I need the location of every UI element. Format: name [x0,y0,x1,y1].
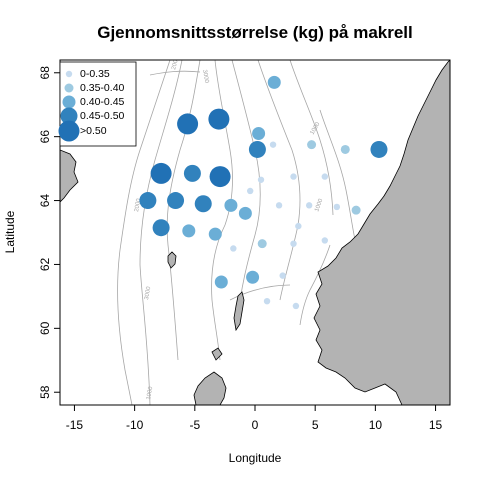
y-tick-label: 62 [38,257,52,271]
depth-contour [319,109,356,241]
x-tick-label: -10 [126,418,144,432]
landmasses [60,60,450,405]
x-tick-label: -15 [66,418,84,432]
survey-point [139,192,157,210]
contour-label: 1000 [146,386,154,401]
survey-point [295,222,302,230]
legend-label: 0.35-0.40 [80,82,125,94]
faroe-islands [167,251,177,269]
x-axis: -15 -10 -5 0 5 10 15 [66,405,443,432]
legend: 0-0.35 0.35-0.40 0.40-0.45 0.45-0.50 >0.50 [58,61,137,147]
x-tick-label: 5 [312,418,319,432]
legend-label: 0.45-0.50 [80,110,125,122]
survey-point [292,302,300,310]
survey-point [305,202,313,209]
survey-point [307,140,317,150]
contour-label: 3000 [201,69,209,84]
legend-swatch [65,70,73,78]
survey-point [208,108,230,130]
x-tick-label: -5 [189,418,200,432]
contour-label: 1000 [314,197,324,212]
scotland-landmass [193,371,227,405]
survey-point [267,75,281,89]
depth-contour [149,70,201,76]
survey-points [139,75,388,310]
survey-point [208,227,222,241]
depth-contour [229,284,291,301]
orkney-islands [211,347,223,361]
survey-point [177,113,199,135]
survey-point [246,270,260,284]
survey-point [252,126,266,140]
y-tick-label: 68 [38,66,52,80]
survey-point [321,173,329,180]
depth-contour [139,60,183,405]
survey-point [275,202,283,209]
y-tick-label: 58 [38,385,52,399]
norway-landmass [313,60,450,405]
survey-point [333,203,341,211]
contour-label: 2000 [134,198,142,213]
contour-label: 3000 [144,286,152,301]
legend-label: 0.40-0.45 [80,96,125,108]
survey-point [340,144,350,154]
legend-swatch [64,83,74,93]
survey-point [209,166,231,188]
x-tick-label: 10 [369,418,383,432]
survey-point [290,240,297,247]
survey-point [214,275,228,289]
survey-point [257,239,267,249]
iceland-landmass [60,149,79,203]
survey-point [269,141,277,148]
depth-contour [299,244,331,326]
x-tick-label: 0 [252,418,259,432]
survey-point [150,162,172,184]
depth-contour [289,60,334,216]
survey-point [351,205,361,215]
depth-contour [231,60,261,321]
y-axis-label: Latitude [3,210,17,253]
survey-point [152,219,170,237]
legend-items: 0-0.35 0.35-0.40 0.40-0.45 0.45-0.50 >0.50 [58,68,125,142]
x-tick-label: 15 [429,418,443,432]
y-tick-label: 66 [38,130,52,144]
legend-swatch [62,95,76,109]
legend-swatch [58,120,80,142]
survey-point [279,272,286,279]
depth-contour [117,60,171,405]
y-axis: 58 60 62 64 66 68 [38,66,60,399]
survey-point [238,206,252,220]
survey-point [182,224,196,238]
survey-point [290,173,297,180]
y-tick-label: 60 [38,321,52,335]
legend-label: >0.50 [80,125,107,137]
contour-label: 2000 [171,55,180,70]
survey-point [183,164,201,182]
depth-contour [257,60,301,301]
survey-point [194,195,212,213]
survey-point [263,297,271,305]
survey-point [167,192,185,210]
survey-point [370,140,388,158]
legend-label: 0-0.35 [80,68,110,80]
survey-point [248,140,266,158]
y-tick-label: 64 [38,194,52,208]
survey-point [246,187,254,195]
survey-point [257,176,265,183]
x-axis-label: Longitude [229,451,282,465]
legend-swatch [60,107,78,125]
chart-title: Gjennomsnittsstørrelse (kg) på makrell [97,23,413,42]
survey-point [230,245,237,252]
shetland-islands [233,291,245,332]
survey-point [224,198,238,212]
survey-point [321,237,329,244]
